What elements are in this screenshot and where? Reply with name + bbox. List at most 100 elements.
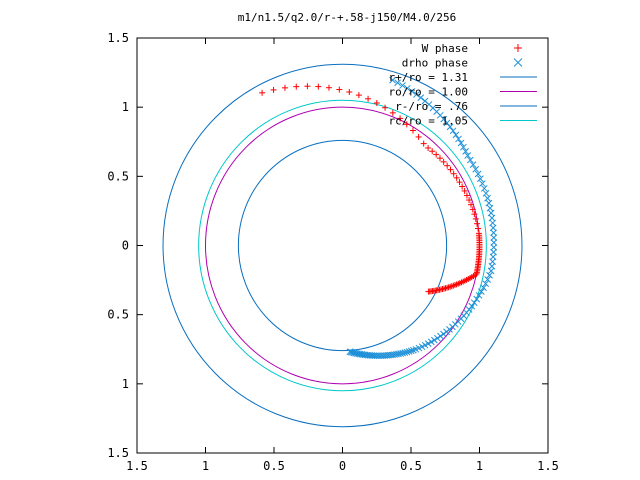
- plus-point: [475, 230, 482, 237]
- marker-stroke: [475, 292, 483, 299]
- marker-stroke: [407, 347, 415, 355]
- axis-ticks: 1.5 1 0.5 0 0.5 1 1.51.510.500.511.5: [107, 31, 559, 473]
- circle-series: [162, 63, 523, 428]
- marker-stroke: [366, 352, 374, 359]
- plus-point: [453, 174, 460, 181]
- marker-stroke: [460, 143, 467, 151]
- marker-stroke: [480, 284, 487, 292]
- cross-point: [417, 94, 425, 102]
- cross-point: [449, 127, 457, 135]
- marker-stroke: [486, 204, 494, 212]
- cross-point: [480, 185, 488, 192]
- marker-stroke: [365, 351, 372, 359]
- marker-stroke: [413, 91, 420, 98]
- cross-point: [403, 84, 411, 92]
- x-tick-label: 1: [202, 459, 209, 473]
- cross-point: [455, 135, 462, 143]
- phase-points: [259, 76, 498, 360]
- legend-label: r-/ro = .76: [395, 100, 468, 113]
- plus-point: [355, 92, 362, 99]
- plus-point: [474, 220, 481, 227]
- cross-point: [440, 330, 447, 338]
- cross-point: [484, 194, 491, 202]
- plus-point: [373, 100, 380, 107]
- circle-series: [237, 139, 448, 352]
- cross-point: [421, 97, 429, 105]
- marker-stroke: [465, 306, 473, 313]
- marker-stroke: [401, 349, 409, 356]
- marker-stroke: [433, 108, 441, 115]
- marker-stroke: [393, 350, 400, 358]
- marker-stroke: [482, 189, 490, 197]
- plus-point: [447, 166, 454, 173]
- cross-point: [427, 338, 435, 346]
- marker-stroke: [440, 115, 448, 123]
- legend-label: ro/ro = 1.00: [389, 86, 468, 99]
- plus-point: [459, 183, 466, 190]
- marker-stroke: [427, 338, 435, 346]
- plus-point: [259, 89, 266, 96]
- cross-point: [480, 284, 487, 292]
- cross-point: [476, 175, 484, 183]
- cross-point: [475, 292, 483, 299]
- plus-point: [456, 179, 463, 186]
- cross-point: [460, 143, 467, 151]
- cross-point: [457, 139, 465, 147]
- marker-stroke: [476, 175, 484, 183]
- y-tick-label: 1: [122, 377, 129, 391]
- marker-stroke: [470, 299, 478, 307]
- cross-point: [486, 204, 494, 212]
- marker-stroke: [487, 267, 495, 275]
- y-tick-label: 0.5: [107, 308, 129, 322]
- marker-stroke: [452, 131, 460, 139]
- marker-stroke: [437, 332, 444, 340]
- cross-point: [473, 295, 481, 303]
- cross-point: [397, 350, 404, 357]
- cross-point: [407, 347, 415, 355]
- plus-point: [471, 211, 478, 218]
- plus-point: [469, 206, 476, 213]
- x-tick-label: 1.5: [537, 459, 559, 473]
- plus-point: [409, 127, 416, 134]
- y-tick-label: 1.5: [107, 31, 129, 45]
- radius-circles: [162, 63, 523, 428]
- plus-point: [365, 95, 372, 102]
- marker-stroke: [469, 161, 477, 168]
- marker-stroke: [485, 199, 493, 207]
- marker-stroke: [484, 276, 492, 283]
- x-tick-label: 0.5: [400, 459, 422, 473]
- plus-point: [382, 104, 389, 111]
- marker-stroke: [421, 97, 429, 105]
- marker-stroke: [403, 84, 411, 92]
- legend-label: r+/ro = 1.31: [389, 71, 468, 84]
- x-tick-label: 1: [476, 459, 483, 473]
- marker-stroke: [468, 302, 476, 310]
- marker-stroke: [389, 76, 396, 84]
- plus-point: [397, 115, 404, 122]
- legend-marker: [513, 58, 523, 67]
- marker-stroke: [478, 288, 485, 295]
- cross-point: [431, 336, 438, 344]
- cross-point: [466, 156, 474, 164]
- marker-stroke: [431, 336, 438, 344]
- marker-stroke: [443, 119, 451, 127]
- x-tick-label: 1.5: [126, 459, 148, 473]
- y-tick-label: 1: [122, 100, 129, 114]
- cross-point: [413, 91, 420, 98]
- cross-point: [401, 349, 409, 356]
- cross-point: [405, 348, 413, 355]
- cross-point: [452, 131, 460, 139]
- cross-point: [469, 161, 477, 168]
- marker-stroke: [397, 350, 404, 357]
- marker-stroke: [440, 330, 447, 338]
- marker-stroke: [486, 271, 493, 279]
- marker-stroke: [472, 165, 480, 173]
- marker-stroke: [482, 280, 490, 288]
- plus-point: [429, 148, 436, 155]
- cross-point: [472, 165, 480, 173]
- cross-point: [490, 243, 498, 251]
- cross-point: [424, 340, 432, 347]
- plus-point: [281, 84, 288, 91]
- marker-stroke: [490, 243, 498, 251]
- plus-point: [466, 197, 473, 204]
